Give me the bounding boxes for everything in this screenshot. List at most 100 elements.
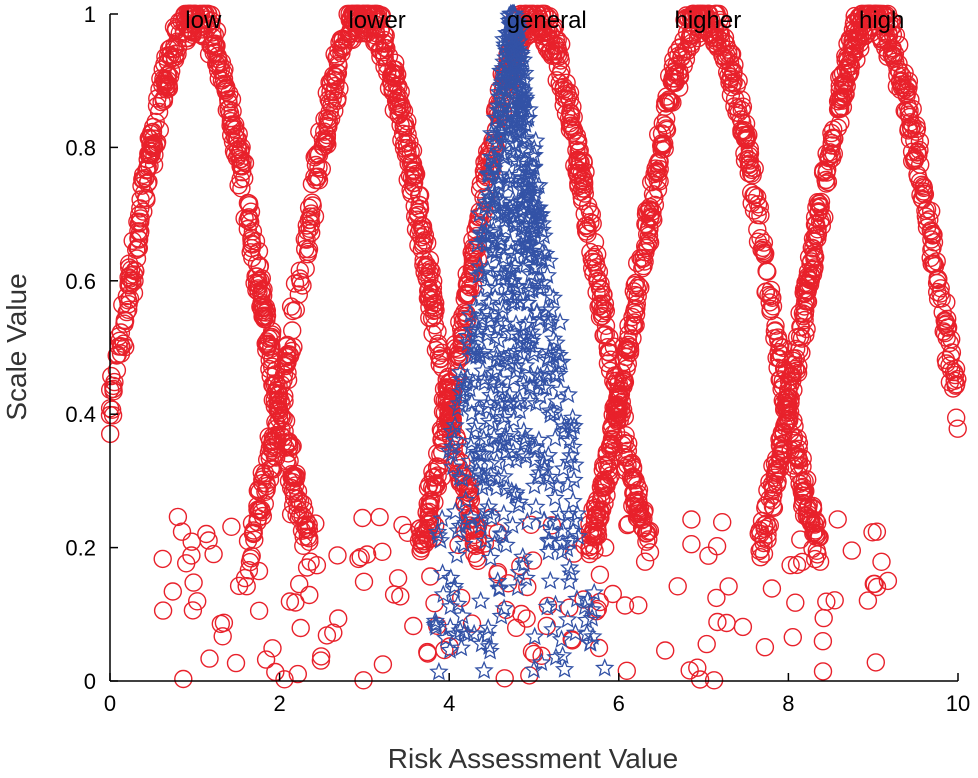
membership-point <box>614 337 633 356</box>
membership-point <box>147 96 167 116</box>
assessment-point <box>521 321 541 341</box>
membership-point <box>306 170 326 190</box>
membership-point <box>252 463 271 482</box>
membership-point <box>668 577 687 596</box>
membership-point <box>278 345 297 364</box>
assessment-point <box>510 326 531 346</box>
assessment-point <box>452 468 473 488</box>
assessment-point <box>425 611 445 630</box>
membership-point <box>585 498 605 517</box>
assessment-point <box>469 319 490 338</box>
assessment-point <box>445 501 466 521</box>
membership-point <box>229 576 249 596</box>
assessment-point <box>539 467 559 486</box>
assessment-point <box>522 146 542 165</box>
assessment-point <box>516 175 536 194</box>
membership-point <box>462 614 482 633</box>
membership-point <box>288 500 307 519</box>
assessment-point <box>461 436 481 456</box>
assessment-point <box>510 400 530 420</box>
membership-point <box>153 75 172 95</box>
membership-point <box>838 58 857 77</box>
membership-point <box>878 571 898 591</box>
assessment-point <box>517 511 538 531</box>
membership-point <box>790 341 809 360</box>
assessment-point <box>543 287 564 307</box>
assessment-point <box>509 562 529 581</box>
assessment-point <box>563 491 583 510</box>
membership-point <box>716 35 736 54</box>
membership-point <box>320 102 339 122</box>
membership-point <box>204 43 223 62</box>
membership-point <box>761 299 780 319</box>
membership-point <box>269 376 288 396</box>
membership-point <box>786 349 805 368</box>
assessment-point <box>452 605 473 625</box>
membership-point <box>306 514 325 533</box>
membership-point <box>592 280 611 299</box>
membership-point <box>637 532 656 551</box>
membership-point <box>123 231 142 251</box>
membership-point <box>825 591 844 610</box>
membership-point <box>742 164 761 183</box>
membership-point <box>229 139 248 159</box>
membership-point <box>829 98 848 118</box>
membership-point <box>638 202 657 221</box>
membership-point <box>590 308 610 327</box>
membership-point <box>936 350 956 370</box>
membership-point <box>138 174 157 193</box>
membership-point <box>802 252 821 271</box>
membership-point <box>309 157 328 177</box>
assessment-point <box>485 277 505 296</box>
membership-point <box>635 552 655 571</box>
assessment-point <box>485 132 506 151</box>
membership-point <box>570 141 589 160</box>
membership-point <box>259 427 278 446</box>
assessment-point <box>484 148 505 167</box>
membership-point <box>640 233 660 252</box>
membership-point <box>591 502 610 521</box>
membership-point <box>766 316 785 335</box>
membership-point <box>532 646 551 665</box>
membership-point <box>227 129 246 148</box>
membership-point <box>518 577 537 597</box>
assessment-point <box>444 579 464 598</box>
membership-point <box>617 339 636 358</box>
category-label: low <box>185 7 222 34</box>
membership-point <box>681 7 700 26</box>
membership-point <box>176 15 195 34</box>
assessment-point <box>568 526 588 545</box>
assessment-point <box>501 73 522 93</box>
x-tick-label: 6 <box>613 691 625 716</box>
membership-point <box>772 442 791 461</box>
membership-point <box>414 221 433 240</box>
assessment-point <box>558 474 578 494</box>
membership-point <box>938 309 957 329</box>
assessment-point <box>491 264 512 283</box>
membership-point <box>864 574 883 594</box>
membership-point <box>277 352 296 372</box>
membership-point <box>575 179 594 198</box>
membership-point <box>581 212 600 232</box>
membership-point <box>285 274 305 293</box>
membership-point <box>574 590 593 609</box>
membership-point <box>748 232 768 251</box>
assessment-point <box>455 513 476 532</box>
assessment-series <box>425 3 615 681</box>
assessment-point <box>540 473 560 492</box>
membership-point <box>914 182 933 201</box>
membership-point <box>155 70 175 90</box>
assessment-point <box>485 108 506 127</box>
assessment-point <box>576 610 596 629</box>
membership-point <box>804 239 823 258</box>
membership-point <box>824 144 843 163</box>
membership-point <box>793 304 813 323</box>
assessment-point <box>559 504 579 523</box>
membership-point <box>816 170 835 190</box>
membership-point <box>182 546 201 565</box>
membership-point <box>187 592 207 611</box>
assessment-point <box>554 659 575 678</box>
membership-point <box>256 298 276 317</box>
membership-point <box>293 494 313 514</box>
membership-point <box>133 170 152 189</box>
